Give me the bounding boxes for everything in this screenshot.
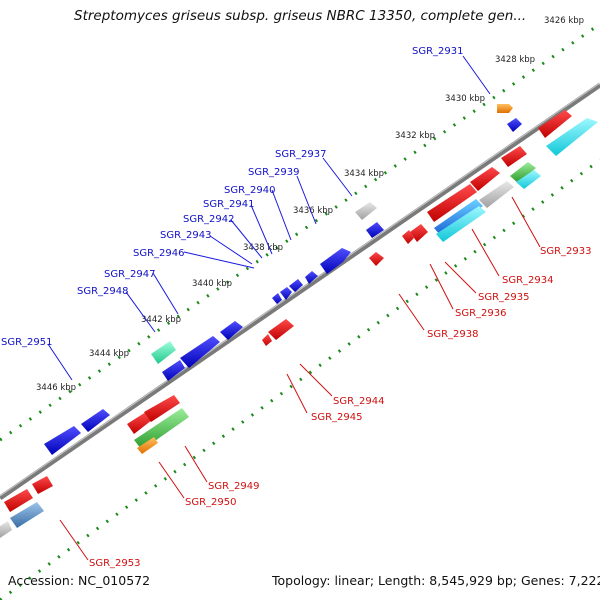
gene-label-sgr-2946[interactable]: SGR_2946: [133, 248, 185, 259]
genome-backbone-highlight: [0, 82, 600, 497]
gene-arrow[interactable]: [134, 408, 189, 450]
gene-arrow[interactable]: [162, 360, 185, 381]
gene-label-sgr-2953[interactable]: SGR_2953: [89, 558, 141, 569]
lower-tick-track: [0, 158, 600, 600]
gene-arrow[interactable]: [470, 167, 500, 191]
forward-gene-labels: SGR_2931 SGR_2937 SGR_2939 SGR_2940 SGR_…: [1, 46, 464, 348]
gene-label-sgr-2941[interactable]: SGR_2941: [203, 199, 255, 210]
tick-label: 3444 kbp: [89, 349, 129, 359]
gene-arrow[interactable]: [305, 271, 318, 284]
gene-arrow[interactable]: [180, 336, 220, 368]
topology-label: Topology: linear; Length: 8,545,929 bp; …: [272, 573, 600, 588]
gene-label-sgr-2940[interactable]: SGR_2940: [224, 185, 276, 196]
forward-label-leaders: [47, 55, 491, 381]
gene-arrow[interactable]: [272, 293, 282, 304]
accession-label: Accession: NC_010572: [8, 573, 151, 588]
gene-arrow[interactable]: [546, 118, 598, 156]
gene-label-sgr-2947[interactable]: SGR_2947: [104, 269, 156, 280]
gene-arrow[interactable]: [510, 162, 536, 183]
gene-arrow[interactable]: [4, 489, 33, 512]
gene-arrow[interactable]: [10, 502, 44, 528]
gene-arrow[interactable]: [262, 334, 272, 346]
gene-arrow[interactable]: [402, 230, 414, 244]
gene-arrow[interactable]: [501, 146, 527, 167]
reverse-gene-labels: SGR_2933 SGR_2934 SGR_2935 SGR_2936 SGR_…: [89, 246, 592, 569]
tick-label: 3446 kbp: [36, 383, 76, 393]
tick-label: 3434 kbp: [344, 169, 384, 179]
tick-labels: 3426 kbp 3428 kbp 3430 kbp 3432 kbp 3434…: [36, 16, 584, 393]
gene-label-sgr-2943[interactable]: SGR_2943: [160, 230, 212, 241]
gene-arrow[interactable]: [538, 110, 572, 138]
gene-label-sgr-2936[interactable]: SGR_2936: [455, 308, 507, 319]
gene-label-sgr-2933[interactable]: SGR_2933: [540, 246, 592, 257]
gene-label-sgr-2934[interactable]: SGR_2934: [502, 275, 554, 286]
gene-arrow[interactable]: [44, 426, 81, 455]
gene-arrow[interactable]: [220, 321, 243, 340]
gene-arrow[interactable]: [81, 409, 110, 432]
tick-label: 3440 kbp: [192, 279, 232, 289]
gene-label-sgr-2944[interactable]: SGR_2944: [333, 396, 385, 407]
map-title: Streptomyces griseus subsp. griseus NBRC…: [74, 8, 527, 24]
gene-arrow[interactable]: [280, 287, 292, 300]
gene-label-sgr-2938[interactable]: SGR_2938: [427, 329, 479, 340]
gene-arrow[interactable]: [410, 224, 428, 242]
genome-backbone: [0, 82, 600, 501]
gene-arrow[interactable]: [32, 476, 53, 494]
reverse-label-leaders: [59, 196, 541, 561]
gene-arrow[interactable]: [0, 521, 12, 538]
gene-arrow[interactable]: [144, 395, 180, 422]
gene-label-sgr-2937[interactable]: SGR_2937: [275, 149, 327, 160]
tick-label: 3436 kbp: [293, 206, 333, 216]
tick-label: 3430 kbp: [445, 94, 485, 104]
gene-arrow[interactable]: [427, 184, 477, 222]
gene-label-sgr-2935[interactable]: SGR_2935: [478, 292, 530, 303]
gene-label-sgr-2942[interactable]: SGR_2942: [183, 214, 235, 225]
gene-label-sgr-2931[interactable]: SGR_2931: [412, 46, 464, 57]
gene-arrow[interactable]: [289, 279, 303, 292]
gene-arrow[interactable]: [369, 252, 384, 266]
gene-label-sgr-2939[interactable]: SGR_2939: [248, 167, 300, 178]
tick-label: 3426 kbp: [544, 16, 584, 26]
gene-arrow[interactable]: [436, 206, 486, 242]
reverse-strand-genes: [0, 110, 598, 538]
gene-arrow[interactable]: [127, 412, 152, 434]
upper-tick-track: [0, 22, 600, 442]
gene-arrow[interactable]: [355, 202, 377, 220]
gene-arrow[interactable]: [320, 248, 351, 274]
gene-label-sgr-2950[interactable]: SGR_2950: [185, 497, 237, 508]
gene-arrow[interactable]: [151, 341, 176, 364]
gene-arrow[interactable]: [366, 222, 384, 238]
forward-strand-genes: [44, 104, 522, 455]
tick-label: 3428 kbp: [495, 55, 535, 65]
gene-label-sgr-2949[interactable]: SGR_2949: [208, 481, 260, 492]
gene-arrow[interactable]: [497, 104, 513, 113]
gene-label-sgr-2948[interactable]: SGR_2948: [77, 286, 129, 297]
gene-arrow[interactable]: [268, 319, 294, 340]
gene-arrow[interactable]: [516, 170, 541, 189]
gene-arrow[interactable]: [507, 118, 522, 132]
gene-arrow[interactable]: [479, 181, 514, 208]
tick-label: 3438 kbp: [243, 243, 283, 253]
gene-arrow[interactable]: [434, 199, 483, 236]
gene-arrow[interactable]: [137, 437, 158, 454]
gene-label-sgr-2951[interactable]: SGR_2951: [1, 337, 53, 348]
tick-label: 3442 kbp: [141, 315, 181, 325]
gene-label-sgr-2945[interactable]: SGR_2945: [311, 412, 363, 423]
tick-label: 3432 kbp: [395, 131, 435, 141]
